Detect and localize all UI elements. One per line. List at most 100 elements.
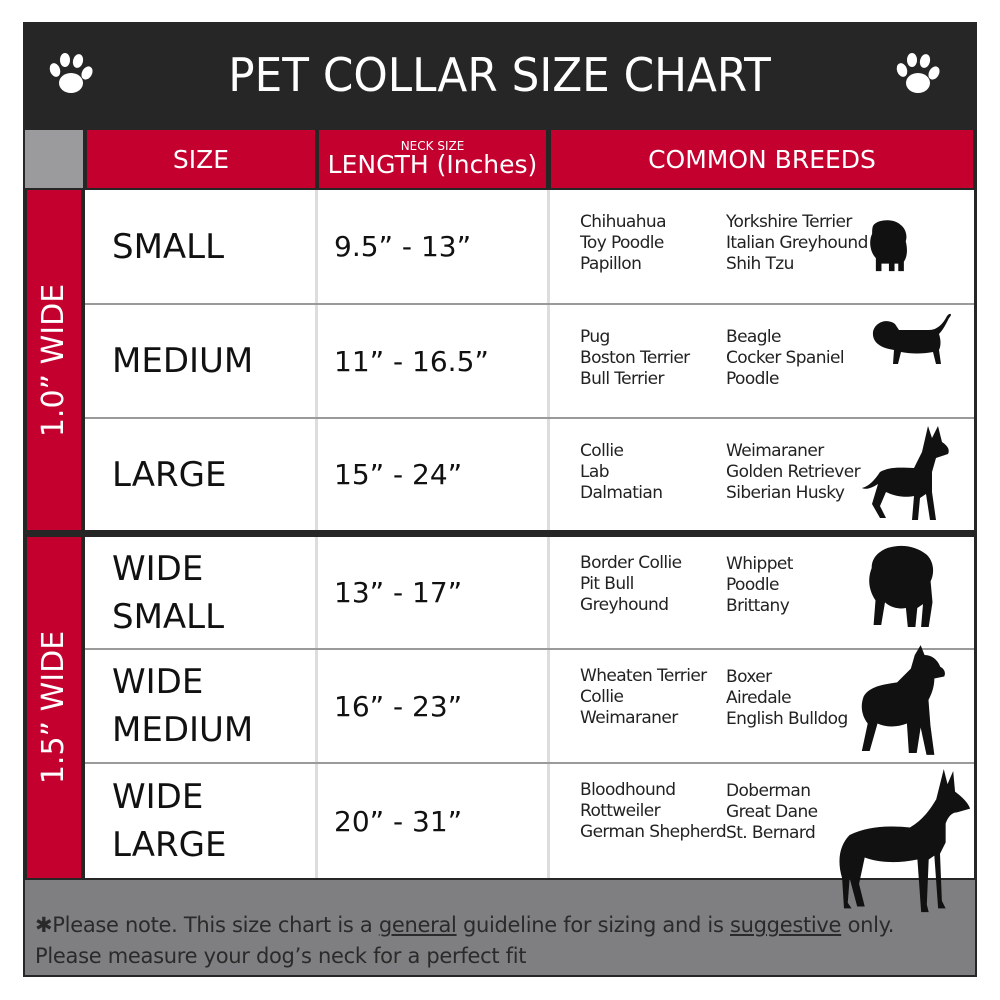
paw-icon [49,53,93,93]
doberman-silhouette-icon [812,765,972,924]
column-divider [315,419,318,530]
breed-name: Dalmatian [580,483,663,503]
breeds-column-2: Whippet Poodle Brittany [726,554,793,617]
breed-name: Greyhound [580,595,669,615]
table-row: WIDE MEDIUM 16” - 23” Wheaten Terrier Coll… [85,650,974,762]
neck-length: 9.5” - 13” [334,230,472,263]
breed-name: English Bulldog [726,709,848,729]
breed-name: Beagle [726,327,782,347]
breed-name: Lab [580,462,609,482]
breed-name: Weimaraner [726,441,824,461]
breed-name: St. Bernard [726,823,816,843]
row-divider [85,417,974,419]
column-divider [547,305,550,417]
neck-length: 16” - 23” [334,689,463,723]
pitbull-silhouette-icon [854,643,952,765]
footer-line-2: Please measure your dog’s neck for a per… [35,944,527,968]
column-divider [547,190,550,303]
breed-name: Poodle [726,369,779,389]
header-corner [25,130,83,188]
row-divider [85,762,974,764]
footer-text: only. [841,913,895,937]
beagle-silhouette-icon [868,312,958,376]
size-label-line: WIDE [112,662,204,702]
breeds-column-1: Pug Boston Terrier Bull Terrier [580,327,690,390]
breed-name: Collie [580,441,624,461]
column-divider [315,650,318,762]
column-divider [547,537,550,648]
row-divider [85,303,974,305]
breed-name: Bull Terrier [580,369,665,389]
size-label: WIDE SMALL [112,537,224,648]
column-divider [547,650,550,762]
breed-name: Cocker Spaniel [726,348,845,368]
table-row: WIDE SMALL 13” - 17” Border Collie Pit Bul… [85,537,974,648]
breeds-column-1: Collie Lab Dalmatian [580,441,663,504]
column-divider [315,305,318,417]
header-breeds-label: COMMON BREEDS [648,144,876,174]
header-breeds: COMMON BREEDS [551,130,973,188]
size-label: SMALL [112,190,224,303]
breed-name: Papillon [580,254,642,274]
size-label-line: MEDIUM [112,341,254,381]
row-divider [85,648,974,650]
footer-line-1: ✱Please note. This size chart is a gener… [35,910,975,941]
breeds-column-2: Yorkshire Terrier Italian Greyhound Shih T… [726,212,868,275]
column-divider [315,537,318,648]
header-size-label: SIZE [172,144,230,174]
size-label: WIDE MEDIUM [112,650,253,762]
breed-name: Golden Retriever [726,462,861,482]
bulldog-silhouette-icon [866,545,942,635]
table-row: WIDE LARGE 20” - 31” Bloodhound Rottweiler… [85,764,974,878]
breed-name: Poodle [726,575,779,595]
breed-name: Yorkshire Terrier [726,212,852,232]
breeds-column-2: Weimaraner Golden Retriever Siberian Husky [726,441,861,504]
column-divider [547,419,550,530]
group-label-text: 1.5” WIDE [36,630,72,785]
breed-name: Boston Terrier [580,348,690,368]
breed-name: Collie [580,687,624,707]
size-label-line: LARGE [112,454,227,495]
breeds-column-2: Doberman Great Dane St. Bernard [726,781,818,844]
column-divider [315,764,318,878]
breeds-column-2: Boxer Airedale English Bulldog [726,667,848,730]
group-label-text: 1.0” WIDE [36,283,72,437]
breed-name: German Shepherd [580,822,727,842]
size-label-line: MEDIUM [112,710,254,750]
breed-name: Siberian Husky [726,483,845,503]
table-row: MEDIUM 11” - 16.5” Pug Boston Terrier Bull… [85,305,974,417]
table-row: SMALL 9.5” - 13” Chihuahua Toy Poodle Papi… [85,190,974,303]
breeds-column-1: Border Collie Pit Bull Greyhound [580,553,682,616]
breed-name: Shih Tzu [726,254,794,274]
group-label-1-5in: 1.5” WIDE [27,537,81,878]
size-label-line: WIDE [112,777,204,817]
breed-name: Brittany [726,596,790,616]
breed-name: Weimaraner [580,708,678,728]
breed-name: Toy Poodle [580,233,664,253]
breed-name: Chihuahua [580,212,667,232]
breeds-column-1: Chihuahua Toy Poodle Papillon [580,212,667,275]
neck-length: 20” - 31” [334,804,463,838]
neck-length: 11” - 16.5” [334,344,489,378]
neck-length: 13” - 17” [334,576,463,609]
title-bar: PET COLLAR SIZE CHART [23,22,977,128]
breed-name: Whippet [726,554,793,574]
husky-silhouette-icon [858,424,958,528]
column-divider [547,764,550,878]
breed-name: Boxer [726,667,772,687]
footer-underlined: suggestive [729,913,842,937]
header-length-sublabel: NECK SIZE [400,139,465,153]
size-label-line: SMALL [112,596,225,637]
paw-icon [896,53,940,93]
breed-name: Rottweiler [580,801,661,821]
footer-text: guideline for sizing and is [456,913,724,937]
small-dog-silhouette-icon [860,215,916,279]
size-label: LARGE [112,419,226,530]
breed-name: Wheaten Terrier [580,666,707,686]
breed-name: Doberman [726,781,811,801]
header-length-label: LENGTH (Inches) [327,150,538,179]
column-divider [315,190,318,303]
table-row: LARGE 15” - 24” Collie Lab Dalmatian Weima… [85,419,974,530]
footer-underlined: general [378,913,457,937]
breeds-column-1: Bloodhound Rottweiler German Shepherd [580,780,727,843]
